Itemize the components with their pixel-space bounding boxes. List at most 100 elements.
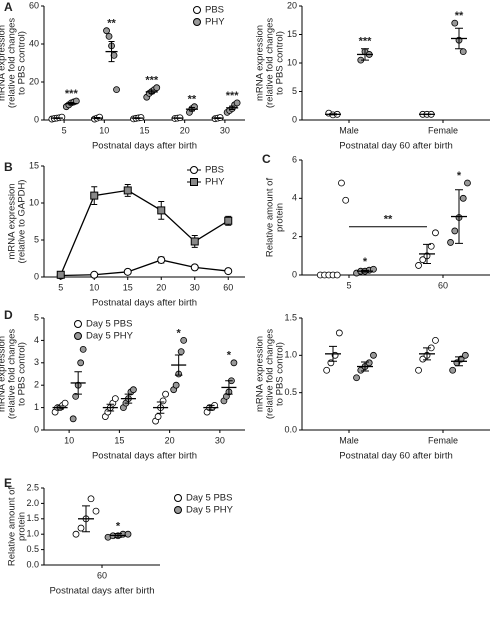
- marker: [90, 191, 99, 200]
- error-bar: [56, 405, 64, 410]
- panel: 0 5 10 15 20 mRNA expression (relative fold ch…: [255, 0, 490, 152]
- significance: *: [457, 170, 462, 182]
- y-axis-label: (relative fold changes: [7, 329, 18, 420]
- error-bar: [53, 117, 60, 119]
- y-tick-label: 4: [292, 193, 297, 203]
- y-tick-label: 1.5: [26, 513, 39, 523]
- y-axis-label: to PBS control): [17, 31, 28, 95]
- y-axis-label: Relative amount of: [265, 178, 276, 258]
- error-bar: [94, 117, 101, 120]
- panel: A 0 20 40 60 mRNA expression (relative fold ch…: [0, 0, 245, 152]
- y-tick-label: 2.5: [26, 482, 39, 492]
- data-point: [233, 99, 241, 107]
- error-bar: [148, 89, 155, 95]
- panel-letter: A: [4, 0, 13, 14]
- data-point: [370, 351, 377, 359]
- error-bar: [106, 403, 115, 412]
- error-bar: [124, 393, 133, 404]
- y-axis-label: to PBS control): [275, 342, 286, 406]
- x-tick-label: 10: [99, 125, 109, 135]
- y-tick-label: 15: [29, 160, 39, 170]
- data-point: [77, 524, 85, 532]
- error-bar: [329, 113, 337, 116]
- legend-marker: [190, 166, 198, 174]
- legend-label: Day 5 PHY: [86, 331, 134, 342]
- y-tick-label: 5: [34, 234, 39, 244]
- data-point: [177, 348, 185, 356]
- x-tick-label: 60: [223, 282, 233, 292]
- legend-label: PBS: [205, 165, 224, 176]
- data-point: [342, 196, 350, 204]
- x-tick-label: 20: [156, 282, 166, 292]
- error-bar: [361, 48, 369, 61]
- y-tick-label: 0.0: [284, 424, 297, 434]
- error-bar: [423, 243, 431, 264]
- x-tick-label: 20: [165, 435, 175, 445]
- data-point: [172, 381, 180, 389]
- y-axis-label: mRNA expression: [0, 25, 8, 101]
- data-point: [72, 530, 80, 538]
- y-axis-label: protein: [275, 203, 286, 232]
- series-line: [60, 189, 229, 276]
- legend-marker: [193, 18, 201, 26]
- marker: [123, 267, 132, 276]
- legend-label: Day 5 PHY: [186, 505, 234, 516]
- data-point: [87, 495, 95, 503]
- marker: [56, 270, 65, 279]
- y-tick-label: 1: [34, 402, 39, 412]
- data-point: [335, 329, 343, 337]
- data-point: [111, 395, 119, 403]
- data-point: [415, 262, 422, 269]
- data-point: [79, 345, 87, 353]
- legend-marker: [74, 320, 82, 328]
- y-axis-label: (relative fold changes: [265, 18, 276, 109]
- legend-marker: [190, 178, 198, 186]
- x-tick-label: Female: [428, 125, 458, 135]
- data-point: [432, 229, 439, 237]
- error-bar: [455, 189, 463, 244]
- y-axis-label: mRNA expression: [255, 25, 266, 101]
- marker: [157, 255, 166, 264]
- marker: [224, 216, 233, 225]
- x-tick-label: 15: [139, 125, 149, 135]
- y-axis-label: (relative fold changes: [7, 18, 18, 109]
- legend-marker: [174, 506, 182, 514]
- y-tick-label: 20: [29, 76, 39, 86]
- error-bar: [361, 361, 369, 372]
- panel: 0.0 0.5 1.0 1.5 mRNA expression (relative fol…: [255, 312, 490, 462]
- x-axis-label: Postnatal days after birth: [92, 298, 197, 309]
- data-point: [72, 392, 80, 400]
- data-point: [461, 351, 469, 359]
- significance: *: [363, 256, 368, 268]
- y-tick-label: 0.5: [26, 544, 39, 554]
- y-tick-label: 1.0: [26, 529, 39, 539]
- data-point: [162, 390, 169, 398]
- data-point: [230, 359, 238, 367]
- data-point: [113, 86, 120, 93]
- x-tick-label: 15: [114, 435, 124, 445]
- marker: [190, 263, 199, 272]
- data-point: [103, 27, 110, 35]
- y-tick-label: 20: [287, 0, 297, 10]
- legend-label: Day 5 PBS: [86, 319, 132, 330]
- data-point: [130, 386, 137, 394]
- x-tick-label: Male: [339, 435, 359, 445]
- y-tick-label: 0: [292, 269, 297, 279]
- x-tick-label: 60: [97, 570, 107, 580]
- y-tick-label: 0: [34, 114, 39, 124]
- y-tick-label: 0: [292, 114, 297, 124]
- panel-letter: B: [4, 160, 13, 174]
- x-tick-label: 5: [346, 280, 351, 290]
- x-tick-label: 10: [89, 282, 99, 292]
- marker: [90, 270, 99, 279]
- error-bar: [423, 347, 431, 361]
- data-point: [333, 271, 341, 279]
- error-bar: [229, 105, 236, 111]
- data-point: [459, 194, 467, 202]
- data-point: [58, 113, 66, 121]
- legend-label: Day 5 PBS: [186, 493, 232, 504]
- y-tick-label: 60: [29, 0, 39, 10]
